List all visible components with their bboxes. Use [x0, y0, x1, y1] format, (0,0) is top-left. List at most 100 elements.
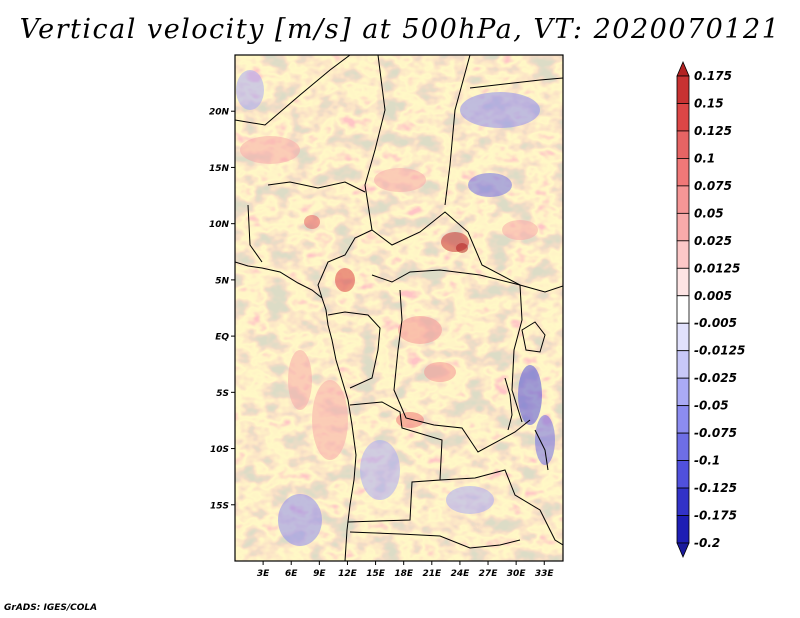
colorbar-swatch: [676, 350, 690, 379]
country-border: [444, 55, 471, 206]
map-title: Vertical velocity [m/s] at 500hPa, VT: 2…: [19, 14, 781, 45]
lon-tick-label: 9E: [313, 569, 326, 579]
colorbar-label: 0.175: [694, 69, 732, 83]
colorbar-label: 0.0125: [694, 261, 740, 275]
velocity-anomaly: [240, 136, 300, 164]
lon-tick-label: 27E: [479, 569, 499, 579]
country-border: [235, 55, 351, 126]
velocity-anomaly: [312, 380, 348, 460]
velocity-anomaly: [424, 362, 456, 382]
colorbar-label: -0.05: [694, 399, 729, 413]
colorbar-swatch: [676, 295, 690, 324]
country-border: [371, 211, 563, 293]
velocity-anomaly: [278, 494, 322, 546]
colorbar-label: 0.125: [694, 124, 732, 138]
longitude-axis: 3E 6E 9E 12E 15E 18E 21E 24E 27E 30E 33E: [257, 561, 555, 579]
lat-tick-label: 5N: [215, 276, 229, 286]
velocity-anomaly: [446, 486, 494, 514]
colorbar-swatch: [676, 158, 690, 187]
country-border: [469, 77, 563, 89]
colorbar-label: -0.175: [694, 509, 737, 523]
coastline: [235, 261, 357, 561]
lat-tick-label: EQ: [215, 333, 229, 343]
velocity-anomaly: [502, 220, 538, 240]
lon-tick-label: 30E: [507, 569, 527, 579]
colorbar-swatch: [676, 322, 690, 352]
country-border: [327, 311, 381, 389]
colorbar-swatch: [676, 542, 690, 559]
colorbar: 0.175 0.15 0.125 0.1 0.075 0.05 0.025 0.0125 0.0…: [676, 60, 745, 559]
lake-outline: [521, 321, 546, 353]
grads-credit: GrADS: IGES/COLA: [4, 603, 98, 613]
velocity-anomaly: [460, 92, 540, 128]
colorbar-label: 0.15: [694, 96, 724, 110]
velocity-anomaly: [398, 316, 442, 344]
colorbar-swatch: [676, 212, 690, 242]
country-border: [247, 204, 263, 263]
colorbar-label: 0.05: [694, 206, 724, 220]
colorbar-swatch: [676, 60, 690, 77]
country-border: [364, 55, 386, 231]
velocity-anomaly: [396, 412, 424, 428]
velocity-anomaly: [304, 215, 320, 229]
colorbar-label: 0.005: [694, 289, 732, 303]
colorbar-label: -0.125: [694, 481, 737, 495]
velocity-anomaly: [236, 70, 264, 110]
lat-tick-label: 15N: [209, 164, 230, 174]
velocity-anomaly: [468, 173, 512, 197]
colorbar-label: -0.0125: [694, 344, 745, 358]
lat-tick-label: 5S: [216, 389, 229, 399]
colorbar-label: 0.025: [694, 234, 732, 248]
lon-tick-label: 3E: [257, 569, 270, 579]
velocity-anomaly: [360, 440, 400, 500]
colorbar-swatch: [676, 267, 690, 297]
colorbar-swatch: [676, 515, 690, 544]
latitude-axis: 20N 15N 10N 5N EQ 5S 10S 15S: [209, 108, 235, 511]
colorbar-label: -0.075: [694, 426, 737, 440]
country-border: [267, 181, 366, 193]
country-border: [347, 401, 443, 523]
lon-tick-label: 6E: [285, 569, 298, 579]
colorbar-swatch: [676, 75, 690, 104]
colorbar-swatch: [676, 487, 690, 516]
lon-tick-label: 18E: [394, 569, 414, 579]
colorbar-swatch: [676, 103, 690, 132]
colorbar-label: -0.1: [694, 454, 720, 468]
velocity-anomaly: [456, 243, 468, 253]
colorbar-swatch: [676, 130, 690, 159]
lake-outline: [534, 429, 549, 471]
lon-tick-label: 21E: [422, 569, 442, 579]
lon-tick-label: 15E: [366, 569, 386, 579]
colorbar-swatch: [676, 240, 690, 269]
lon-tick-label: 33E: [535, 569, 555, 579]
lat-tick-label: 20N: [209, 108, 230, 118]
colorbar-label: -0.005: [694, 316, 737, 330]
lon-tick-label: 24E: [451, 569, 471, 579]
country-border: [317, 229, 373, 299]
velocity-anomaly: [288, 350, 312, 410]
country-border: [439, 469, 563, 546]
colorbar-swatch: [676, 377, 690, 407]
colorbar-swatch: [676, 460, 690, 489]
velocity-field: [235, 55, 563, 561]
lat-tick-label: 15S: [210, 501, 229, 511]
lat-tick-label: 10N: [209, 220, 230, 230]
colorbar-swatch: [676, 185, 690, 214]
map-panel: 20N 15N 10N 5N EQ 5S 10S 15S 3E 6E 9E 12E 15E 18E 21E…: [209, 54, 564, 579]
velocity-anomaly: [374, 168, 426, 192]
lon-tick-label: 12E: [338, 569, 358, 579]
velocity-anomaly: [535, 415, 555, 465]
country-border: [511, 284, 523, 423]
velocity-anomaly: [518, 365, 542, 425]
country-border: [371, 269, 521, 286]
colorbar-swatch: [676, 432, 690, 461]
colorbar-label: 0.1: [694, 151, 715, 165]
country-border: [393, 289, 531, 453]
lake-outline: [504, 377, 513, 431]
country-border: [349, 531, 521, 549]
velocity-anomaly: [335, 268, 355, 292]
map-frame: [234, 54, 564, 562]
colorbar-label: 0.075: [694, 179, 732, 193]
velocity-anomalies: [236, 70, 555, 546]
